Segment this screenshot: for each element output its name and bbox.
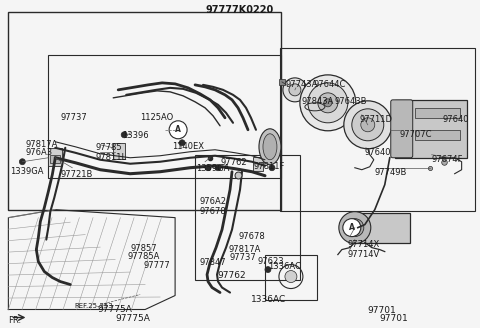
Bar <box>113 143 125 159</box>
Text: 97762: 97762 <box>218 271 246 279</box>
Text: 97743A: 97743A <box>286 80 318 89</box>
Text: 97775A: 97775A <box>98 305 132 315</box>
Ellipse shape <box>259 129 281 165</box>
Text: 97721B: 97721B <box>60 170 93 179</box>
Circle shape <box>285 271 297 282</box>
Circle shape <box>344 101 392 149</box>
Text: 97817A: 97817A <box>228 245 260 254</box>
Bar <box>48 55 281 178</box>
FancyBboxPatch shape <box>391 100 413 158</box>
Circle shape <box>289 84 301 96</box>
Text: 97643B: 97643B <box>335 97 367 106</box>
Text: 97847: 97847 <box>199 257 226 267</box>
Text: 97817A: 97817A <box>25 140 58 149</box>
Circle shape <box>346 219 364 236</box>
Text: 97707C: 97707C <box>400 130 432 139</box>
Text: 97711D: 97711D <box>360 115 393 124</box>
Text: 97737: 97737 <box>229 253 256 262</box>
Text: 97811F: 97811F <box>254 162 285 171</box>
Text: REF.25-253: REF.25-253 <box>74 302 113 309</box>
Circle shape <box>269 165 275 171</box>
Text: 97701: 97701 <box>367 306 396 316</box>
Text: 976A3: 976A3 <box>25 148 52 157</box>
Text: 97857: 97857 <box>130 244 157 253</box>
Text: 97674F: 97674F <box>432 155 463 164</box>
Circle shape <box>169 121 187 139</box>
Text: 97640: 97640 <box>365 148 391 157</box>
Circle shape <box>343 219 361 236</box>
Text: 97843A: 97843A <box>302 97 334 106</box>
Bar <box>395 100 467 158</box>
Text: 97640: 97640 <box>443 115 469 124</box>
Circle shape <box>179 140 185 146</box>
Text: 13396: 13396 <box>122 131 149 140</box>
Circle shape <box>215 165 221 171</box>
Text: A: A <box>349 223 355 232</box>
Text: 97714X: 97714X <box>348 240 380 249</box>
Bar <box>253 157 263 171</box>
Text: 1336AC: 1336AC <box>268 261 301 271</box>
Bar <box>355 213 410 243</box>
Bar <box>415 130 460 140</box>
Text: 97762: 97762 <box>220 158 247 167</box>
Bar <box>48 148 62 166</box>
Text: 976A2: 976A2 <box>199 197 226 206</box>
Text: 97714V: 97714V <box>348 250 380 258</box>
Text: 97777K0220: 97777K0220 <box>206 5 274 15</box>
Bar <box>195 155 300 279</box>
Circle shape <box>283 78 307 102</box>
Text: 97644C: 97644C <box>314 80 346 89</box>
Circle shape <box>361 118 375 132</box>
Bar <box>265 255 317 299</box>
Circle shape <box>205 165 211 171</box>
Bar <box>50 155 60 163</box>
Text: 97811L: 97811L <box>95 153 126 162</box>
Circle shape <box>324 99 332 107</box>
Text: 97785: 97785 <box>95 143 122 152</box>
Circle shape <box>19 159 25 165</box>
Circle shape <box>121 132 127 138</box>
Text: 97777: 97777 <box>143 260 170 270</box>
Text: 97737: 97737 <box>60 113 87 122</box>
Text: 1140EX: 1140EX <box>172 142 204 151</box>
Text: 97623: 97623 <box>258 256 285 266</box>
Text: 97678: 97678 <box>199 207 226 216</box>
Text: 97749B: 97749B <box>375 168 407 177</box>
Bar <box>8 12 281 210</box>
Circle shape <box>352 109 384 141</box>
Text: A: A <box>175 125 181 134</box>
Text: 97701: 97701 <box>380 315 408 323</box>
Text: 97775A: 97775A <box>115 315 150 323</box>
Circle shape <box>265 267 271 273</box>
Circle shape <box>339 212 371 244</box>
Text: 1336AC: 1336AC <box>252 295 287 303</box>
Text: 1125AO: 1125AO <box>140 113 173 122</box>
Bar <box>415 108 460 118</box>
Text: 1359GA: 1359GA <box>196 164 229 173</box>
Circle shape <box>318 93 338 113</box>
Circle shape <box>308 83 348 123</box>
Text: 97678: 97678 <box>238 232 265 241</box>
Circle shape <box>300 75 356 131</box>
Text: 97785A: 97785A <box>127 252 159 260</box>
Text: 1339GA: 1339GA <box>11 167 44 176</box>
Text: FR.: FR. <box>8 317 22 325</box>
Ellipse shape <box>263 134 277 160</box>
Bar <box>280 48 475 211</box>
